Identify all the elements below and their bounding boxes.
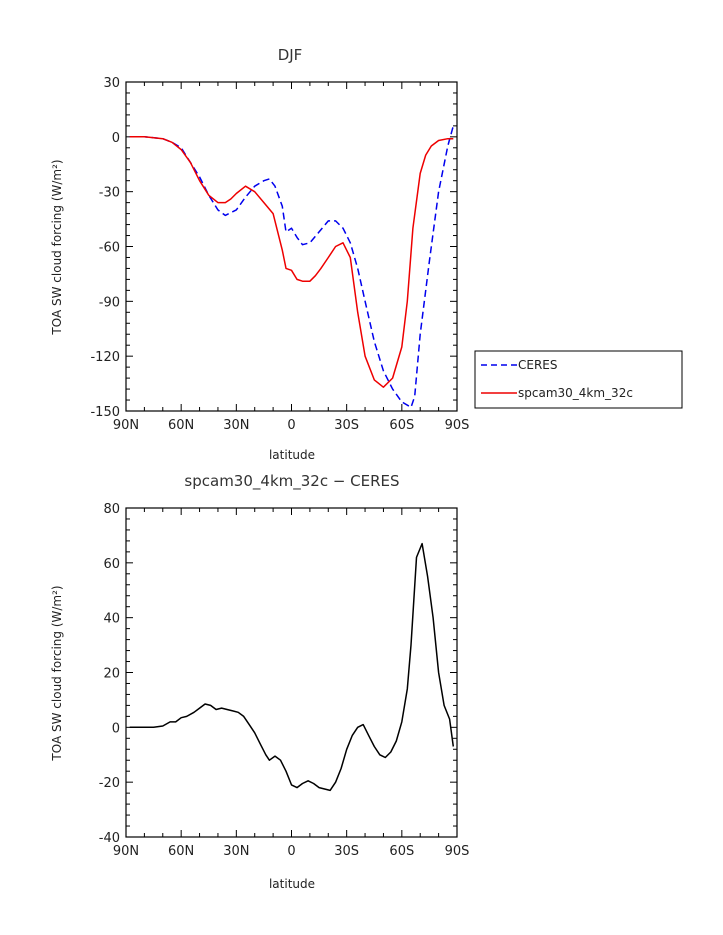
- x-tick-label: 0: [287, 418, 295, 433]
- y-axis-label: TOA SW cloud forcing (W/m²): [50, 585, 64, 761]
- legend-box: [474, 350, 683, 409]
- y-tick-label: 80: [103, 502, 120, 517]
- y-tick-label: -20: [99, 776, 120, 791]
- chart-title: spcam30_4km_32c − CERES: [184, 472, 399, 491]
- y-tick-label: -30: [99, 186, 120, 201]
- x-tick-label: 0: [287, 844, 295, 859]
- y-tick-label: 40: [103, 612, 120, 627]
- x-tick-label: 30S: [334, 418, 359, 433]
- legend: CERES spcam30_4km_32c: [474, 350, 683, 409]
- series-line-0: [129, 125, 455, 409]
- legend-label-spcam: spcam30_4km_32c: [518, 386, 633, 400]
- legend-label-ceres: CERES: [518, 358, 558, 372]
- x-tick-label: 90S: [445, 844, 470, 859]
- y-tick-label: 20: [103, 667, 120, 682]
- plot-frame: [125, 507, 458, 838]
- x-tick-label: 60S: [389, 418, 414, 433]
- y-axis-label: TOA SW cloud forcing (W/m²): [50, 159, 64, 335]
- x-tick-label: 30N: [223, 418, 249, 433]
- x-tick-label: 60N: [168, 418, 194, 433]
- x-tick-label: 90N: [113, 844, 139, 859]
- panel-bottom: spcam30_4km_32c − CERES 90N 60N 30N 0 30S 60S…: [50, 472, 469, 891]
- y-tick-label: 0: [112, 721, 120, 736]
- y-tick-label: -120: [90, 350, 120, 365]
- y-tick-label: -150: [90, 405, 120, 420]
- y-tick-label: 60: [103, 557, 120, 572]
- x-tick-label: 30N: [223, 844, 249, 859]
- x-tick-label: 60N: [168, 844, 194, 859]
- y-tick-label: 0: [112, 131, 120, 146]
- panel-top: DJF 90N 60N 30N 0 30S 60S 90S -150 -120 -90 -60 -30…: [50, 46, 683, 462]
- x-tick-label: 90N: [113, 418, 139, 433]
- y-tick-label: -60: [99, 241, 120, 256]
- x-tick-label: 90S: [445, 418, 470, 433]
- series-line-1: [129, 136, 454, 388]
- y-tick-label: -90: [99, 295, 120, 310]
- x-tick-label: 60S: [389, 844, 414, 859]
- y-tick-label: -40: [99, 831, 120, 846]
- x-axis-label: latitude: [269, 448, 315, 462]
- x-axis-label: latitude: [269, 877, 315, 891]
- x-tick-label: 30S: [334, 844, 359, 859]
- plot-frame: [125, 81, 458, 412]
- series-line-0: [129, 542, 455, 792]
- y-tick-label: 30: [103, 76, 120, 91]
- chart-title: DJF: [278, 46, 303, 64]
